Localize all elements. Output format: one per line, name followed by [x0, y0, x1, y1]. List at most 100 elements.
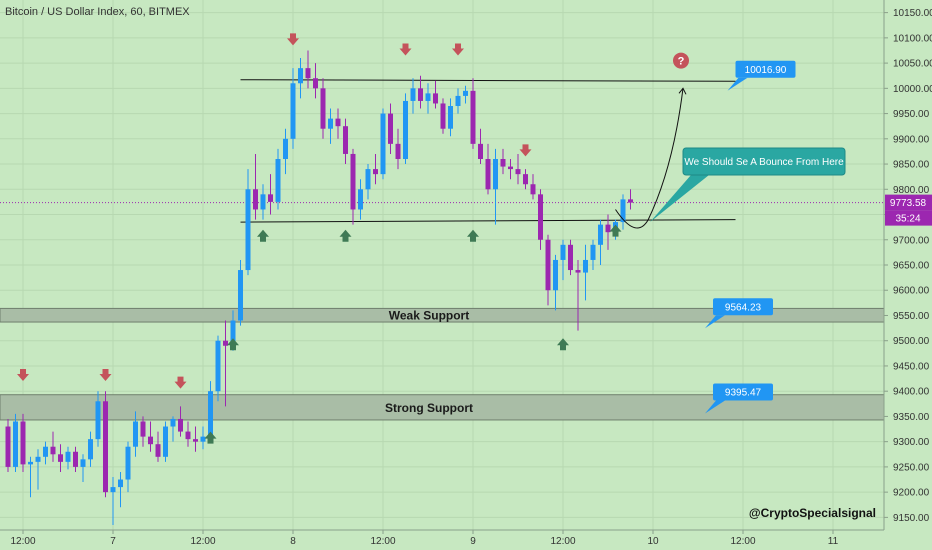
price-tick-label: 9950.00: [893, 109, 930, 120]
candle-up: [95, 401, 101, 440]
candle-down: [140, 421, 146, 437]
candle-down: [538, 194, 543, 240]
arrow-up-marker: [609, 224, 622, 237]
candle-up: [425, 93, 431, 101]
candle-down: [313, 78, 318, 89]
candles: [5, 50, 633, 525]
price-tick-label: 9450.00: [893, 361, 930, 372]
price-tick-label: 9700.00: [893, 235, 930, 246]
note-callout-box: [682, 147, 846, 176]
candle-down: [223, 340, 228, 346]
arrow-up-marker: [339, 229, 352, 242]
arrow-down-marker: [399, 43, 412, 56]
candle-down: [523, 174, 528, 185]
candle-up: [200, 436, 206, 442]
time-tick-label: 12:00: [10, 536, 35, 547]
candle-up: [463, 90, 468, 96]
candle-up: [245, 189, 251, 271]
candle-up: [590, 244, 596, 260]
time-tick-label: 9: [470, 536, 476, 547]
candle-up: [215, 340, 221, 392]
price-tick-label: 9650.00: [893, 261, 930, 272]
time-tick-label: 12:00: [370, 536, 395, 547]
candle-up: [28, 461, 33, 465]
candle-up: [260, 194, 266, 210]
candle-up: [230, 320, 236, 346]
projection-curve: [615, 88, 684, 229]
time-tick-label: 12:00: [550, 536, 575, 547]
price-axis-panel[interactable]: [884, 0, 932, 550]
candle-up: [65, 451, 71, 462]
candle-up: [553, 259, 558, 291]
candle-up: [163, 426, 168, 457]
candle-down: [470, 90, 476, 144]
note-callout-text: We Should Se A Bounce From Here: [684, 157, 844, 168]
candle-up: [283, 138, 288, 159]
question-icon: [673, 52, 689, 69]
candle-up: [118, 479, 123, 488]
price-callout-text: 9395.47: [725, 387, 762, 398]
candle-down: [440, 103, 446, 129]
support-zone-label: Strong Support: [385, 401, 473, 415]
price-tick-label: 9550.00: [893, 311, 930, 322]
candle-down: [178, 418, 183, 432]
candle-down: [485, 159, 491, 190]
time-axis: 12:00 7 12:00 8 12:00 9 12:00 10 12:00 11: [10, 530, 839, 547]
candle-up: [88, 439, 93, 460]
price-tick-label: 10100.00: [893, 33, 932, 44]
candle-down: [253, 189, 258, 210]
price-callout-text: 9564.23: [725, 302, 762, 313]
last-price-label-box: [885, 194, 932, 211]
time-tick-label: 11: [828, 536, 839, 547]
candle-down: [418, 88, 423, 101]
price-tick-label: 10150.00: [893, 8, 932, 19]
candle-up: [170, 418, 176, 427]
candle-up: [208, 391, 213, 437]
price-tick-label: 9500.00: [893, 336, 930, 347]
arrow-up-marker: [257, 229, 269, 242]
price-tick-label: 9350.00: [893, 412, 930, 423]
note-callout-pointer: [650, 175, 709, 223]
candle-down: [388, 113, 393, 144]
candle-down: [73, 451, 78, 467]
candle-up: [380, 113, 386, 175]
arrow-down-marker: [519, 144, 532, 157]
projection-arrowhead: [678, 87, 687, 95]
callouts: 10016.90 9564.23 9395.47 We Should Se A Bou…: [650, 60, 846, 414]
candle-up: [493, 159, 498, 190]
candle-down: [155, 444, 161, 457]
candle-up: [328, 118, 333, 129]
candle-up: [448, 106, 453, 129]
price-callout-box: [735, 60, 796, 78]
price-tick-label: 9850.00: [893, 160, 930, 171]
price-axis: 10150.00 10100.00 10050.00 10000.00 9950.00 9…: [884, 8, 932, 524]
candle-up: [80, 459, 86, 467]
support-zone-label: Weak Support: [389, 309, 469, 323]
candle-down: [545, 239, 551, 291]
arrow-down-marker: [17, 369, 29, 382]
last-price-label-text: 9773.58: [890, 198, 927, 209]
time-tick-label: 10: [647, 536, 659, 547]
candle-up: [620, 199, 626, 223]
candle-up: [410, 88, 416, 101]
candle-down: [305, 68, 311, 79]
question-icon-glyph: ?: [678, 56, 685, 68]
price-tick-label: 9150.00: [893, 513, 930, 524]
candle-up: [598, 224, 603, 245]
candle-up: [583, 259, 588, 273]
arrow-up-marker: [204, 431, 217, 444]
candle-down: [193, 439, 198, 442]
candle-up: [403, 100, 408, 159]
arrow-down-marker: [99, 369, 112, 382]
price-callout-pointer: [727, 77, 748, 91]
candle-down: [500, 159, 506, 167]
price-tick-label: 10000.00: [893, 84, 932, 95]
candle-down: [335, 118, 341, 127]
arrow-down-marker: [452, 43, 464, 56]
price-tick-label: 9250.00: [893, 462, 930, 473]
candle-down: [268, 194, 273, 202]
price-callout-box: [713, 383, 773, 401]
time-tick-label: 12:00: [730, 536, 755, 547]
price-tick-label: 9900.00: [893, 134, 930, 145]
